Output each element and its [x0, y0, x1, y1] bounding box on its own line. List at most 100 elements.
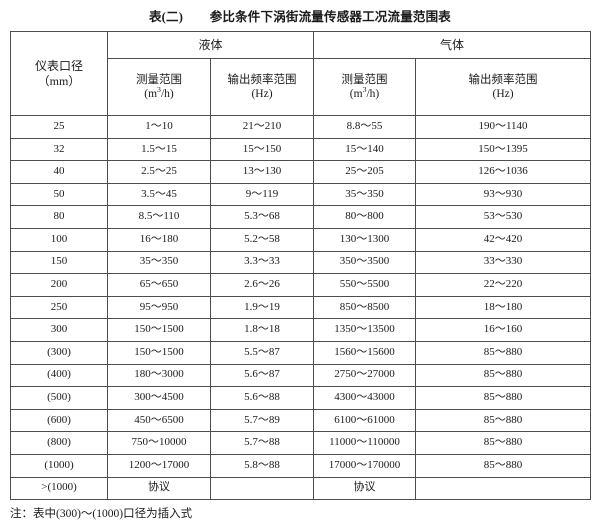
header-gas-group: 气体 — [313, 31, 592, 59]
cell-liquid-frequency: 9～119 — [209, 182, 315, 207]
cell-liquid-frequency: 5.6～87 — [209, 363, 315, 388]
cell-liquid-range: 450～6500 — [107, 408, 211, 433]
cell-diameter: 50 — [10, 182, 108, 207]
cell-gas-frequency: 85～880 — [415, 363, 592, 388]
cell-gas-range: 1350～13500 — [313, 318, 417, 342]
cell-liquid-range: 750～10000 — [107, 431, 211, 455]
header-gas-frequency-label: 输出频率范围 — [468, 73, 538, 86]
cell-liquid-range: 1200～17000 — [107, 453, 211, 478]
cell-gas-frequency: 18～180 — [415, 295, 592, 320]
table-title: 表(二) 参比条件下涡街流量传感器工况流量范围表 — [148, 10, 452, 24]
cell-diameter: 80 — [10, 205, 108, 229]
cell-liquid-range: 1～10 — [107, 115, 211, 139]
cell-liquid-range: 2.5～25 — [107, 160, 211, 184]
cell-gas-frequency: 85～880 — [415, 431, 592, 455]
header-gas-frequency-unit: (Hz) — [492, 88, 514, 100]
header-liquid-frequency: 输出频率范围 (Hz) — [209, 58, 315, 116]
cell-diameter: 25 — [10, 115, 108, 139]
cell-liquid-frequency: 5.5～87 — [209, 340, 315, 365]
flow-range-table: 仪表口径 （mm） 液体 气体 测量范围 (m3/h) 输出频率范围 (Hz) — [10, 31, 592, 501]
cell-liquid-frequency: 1.8～18 — [209, 318, 315, 342]
table-row: 25 1～10 21～210 8.8～55 190～1140 — [10, 115, 592, 139]
header-diameter-unit: （mm） — [37, 73, 81, 88]
cell-liquid-frequency: 5.8～88 — [209, 453, 315, 478]
cell-liquid-range: 150～1500 — [107, 318, 211, 342]
cell-liquid-frequency: 3.3～33 — [209, 250, 315, 275]
cell-diameter: 200 — [10, 273, 108, 297]
cell-liquid-frequency: 2.6～26 — [209, 273, 315, 297]
header-diameter-label: 仪表口径 — [34, 58, 83, 73]
cell-gas-range: 15～140 — [313, 137, 417, 162]
cell-gas-frequency: 85～880 — [415, 453, 592, 478]
cell-diameter: 40 — [10, 160, 108, 184]
header-liquid-range-unit: (m3/h) — [144, 85, 174, 100]
cell-liquid-range: 35～350 — [107, 250, 211, 275]
cell-gas-range: 17000～170000 — [313, 453, 417, 478]
cell-gas-range: 550～5500 — [313, 273, 417, 297]
cell-gas-frequency: 85～880 — [415, 386, 592, 410]
cell-diameter: 300 — [10, 318, 108, 342]
header-liquid-group: 液体 — [106, 31, 315, 59]
cell-gas-range: 11000～110000 — [313, 431, 417, 455]
cell-gas-range: 25～205 — [313, 160, 417, 184]
cell-liquid-range: 8.5～110 — [107, 205, 211, 229]
table-row: (300) 150～1500 5.5～87 1560～15600 85～880 — [10, 340, 592, 365]
cell-gas-range: 35～350 — [313, 182, 417, 207]
cell-liquid-frequency: 5.6～88 — [209, 386, 315, 410]
cell-liquid-range: 95～950 — [107, 295, 211, 320]
cell-liquid-range: 16～180 — [107, 227, 211, 252]
cell-gas-range: 130～1300 — [313, 227, 417, 252]
table-row: 80 8.5～110 5.3～68 80～800 53～530 — [10, 205, 592, 229]
header-row-group: 仪表口径 （mm） 液体 气体 — [10, 31, 592, 116]
cell-gas-frequency: 93～930 — [415, 182, 592, 207]
header-liquid-frequency-label: 输出频率范围 — [227, 73, 297, 86]
table-row: 32 1.5～15 15～150 15～140 150～1395 — [10, 137, 592, 162]
header-gas-range: 测量范围 (m3/h) — [313, 58, 417, 116]
cell-gas-range: 6100～61000 — [313, 408, 417, 433]
table-body: 25 1～10 21～210 8.8～55 190～1140 32 1.5～15 15～150… — [10, 115, 592, 501]
cell-diameter: (400) — [10, 363, 108, 388]
cell-gas-frequency: 33～330 — [415, 250, 592, 275]
cell-liquid-frequency: 5.2～58 — [209, 227, 315, 252]
cell-liquid-frequency: 13～130 — [209, 160, 315, 184]
header-liquid-frequency-unit: (Hz) — [251, 88, 273, 100]
cell-liquid-range: 300～4500 — [107, 386, 211, 410]
table-row: 200 65～650 2.6～26 550～5500 22～220 — [10, 273, 592, 297]
table-row: (800) 750～10000 5.7～88 11000～110000 85～880 — [10, 431, 592, 455]
header-row-sub: 测量范围 (m3/h) 输出频率范围 (Hz) 测量范围 (m3/h) 输出频率… — [11, 58, 592, 116]
cell-gas-frequency — [415, 476, 592, 501]
cell-liquid-frequency: 15～150 — [209, 137, 315, 162]
header-gas-frequency: 输出频率范围 (Hz) — [415, 58, 592, 116]
cell-diameter: 150 — [10, 250, 108, 275]
cell-diameter: (1000) — [10, 453, 108, 478]
cell-gas-frequency: 22～220 — [415, 273, 592, 297]
cell-gas-frequency: 16～160 — [415, 318, 592, 342]
cell-gas-range: 4300～43000 — [313, 386, 417, 410]
table-row: (600) 450～6500 5.7～89 6100～61000 85～880 — [10, 408, 592, 433]
cell-gas-frequency: 190～1140 — [415, 115, 592, 139]
cell-gas-range: 2750～27000 — [313, 363, 417, 388]
cell-liquid-range: 65～650 — [107, 273, 211, 297]
table-row: 40 2.5～25 13～130 25～205 126～1036 — [10, 160, 592, 184]
cell-gas-range: 350～3500 — [313, 250, 417, 275]
cell-liquid-frequency: 1.9～19 — [209, 295, 315, 320]
cell-diameter: (300) — [10, 340, 108, 365]
table-row: (500) 300～4500 5.6～88 4300～43000 85～880 — [10, 386, 592, 410]
cell-liquid-range: 协议 — [107, 476, 211, 501]
table-row: 150 35～350 3.3～33 350～3500 33～330 — [10, 250, 592, 275]
cell-gas-range: 80～800 — [313, 205, 417, 229]
document-page: 表(二) 参比条件下涡街流量传感器工况流量范围表 仪表口径 （mm） 液体 气体 — [10, 10, 592, 520]
cell-diameter: (600) — [10, 408, 108, 433]
cell-liquid-frequency — [209, 476, 315, 501]
cell-gas-frequency: 53～530 — [415, 205, 592, 229]
table-row: (1000) 1200～17000 5.8～88 17000～170000 85～880 — [10, 453, 592, 478]
table-footnote: 注：表中(300)～(1000)口径为插入式 — [10, 508, 193, 521]
cell-gas-frequency: 126～1036 — [415, 160, 592, 184]
cell-liquid-range: 3.5～45 — [107, 182, 211, 207]
table-row: 250 95～950 1.9～19 850～8500 18～180 — [10, 295, 592, 320]
cell-liquid-range: 1.5～15 — [107, 137, 211, 162]
cell-liquid-frequency: 21～210 — [209, 115, 315, 139]
table-row: 100 16～180 5.2～58 130～1300 42～420 — [10, 227, 592, 252]
header-liquid-range: 测量范围 (m3/h) — [107, 58, 211, 116]
cell-diameter: (800) — [10, 431, 108, 455]
